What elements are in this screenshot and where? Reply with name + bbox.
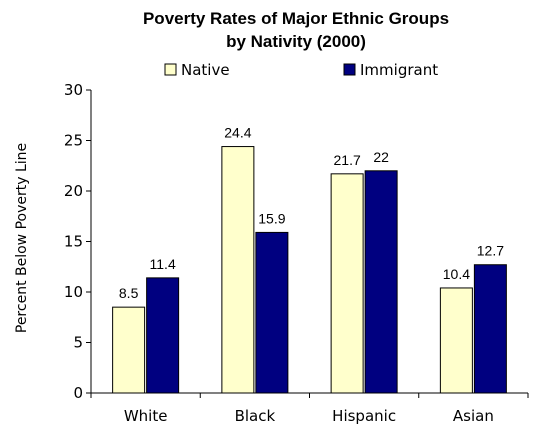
- legend-swatch-immigrant: [343, 63, 356, 76]
- bar-immigrant-hispanic: [364, 170, 398, 394]
- data-label: 24.4: [224, 125, 251, 141]
- y-tick-label: 0: [73, 384, 83, 402]
- y-axis-label: Percent Below Poverty Line: [14, 143, 30, 333]
- x-category-label: Black: [235, 407, 276, 425]
- legend: Native Immigrant: [164, 61, 438, 79]
- y-tick-label: 25: [64, 132, 83, 150]
- bar-native-asian: [439, 287, 473, 394]
- bar-immigrant-black: [255, 231, 289, 394]
- data-label: 8.5: [119, 285, 139, 301]
- data-label: 22: [373, 149, 389, 165]
- legend-label-native: Native: [181, 61, 230, 79]
- chart-title-line-1: Poverty Rates of Major Ethnic Groups: [143, 9, 449, 28]
- bar-native-white: [112, 306, 146, 394]
- data-label: 10.4: [443, 266, 470, 282]
- x-category-label: Hispanic: [332, 407, 396, 425]
- data-label: 11.4: [150, 256, 176, 272]
- y-tick-label: 30: [64, 81, 83, 99]
- x-category-label: Asian: [453, 407, 494, 425]
- bar-native-black: [221, 146, 255, 394]
- y-tick-label: 5: [73, 334, 83, 352]
- legend-swatch-native: [164, 63, 177, 76]
- y-tick-label: 20: [64, 182, 83, 200]
- y-tick-label: 10: [64, 283, 83, 301]
- plot-area: 0 5 10 15 20 25 30 White 8.5 11.4 Black 24.4 15.9 His…: [64, 81, 529, 425]
- y-tick-label: 15: [64, 233, 83, 251]
- bar-immigrant-asian: [473, 264, 507, 394]
- data-label: 15.9: [258, 210, 285, 226]
- x-category-label: White: [124, 407, 168, 425]
- data-label: 21.7: [334, 152, 361, 168]
- bar-native-hispanic: [330, 173, 364, 394]
- data-label: 12.7: [477, 243, 504, 259]
- legend-label-immigrant: Immigrant: [360, 61, 438, 79]
- bar-immigrant-white: [146, 277, 180, 394]
- chart-title-line-2: by Nativity (2000): [226, 32, 366, 51]
